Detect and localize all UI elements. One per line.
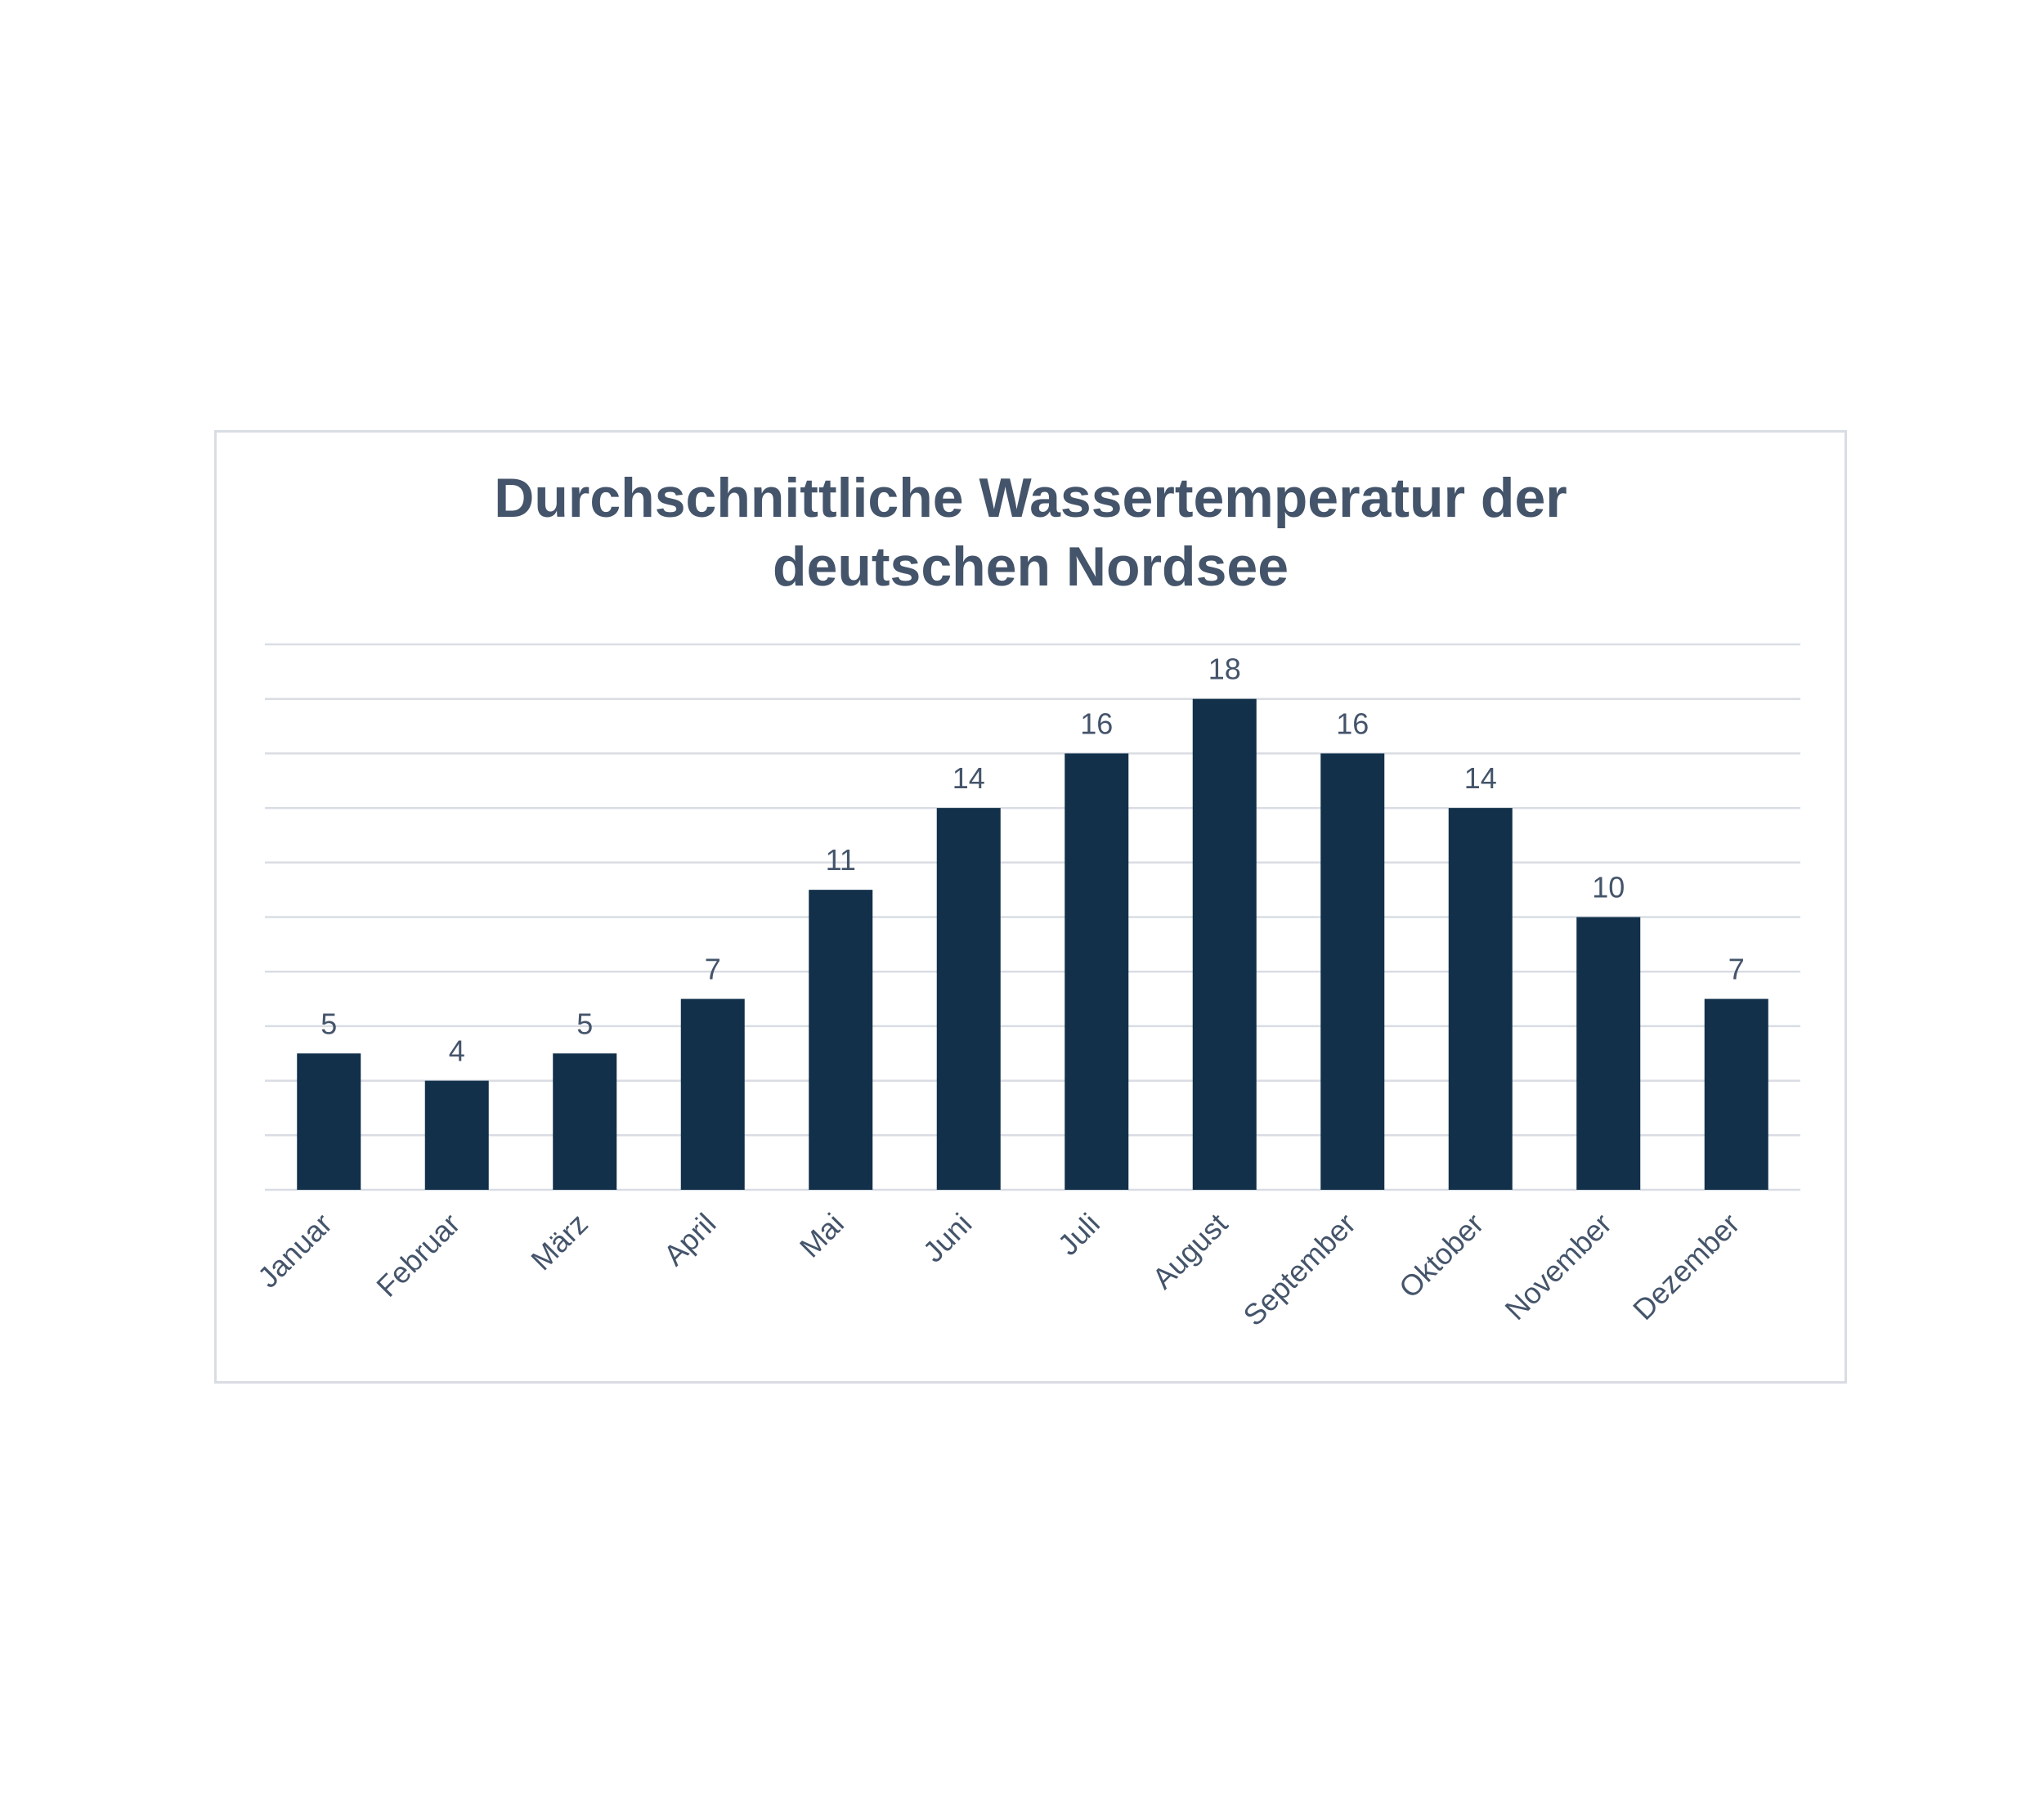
bar xyxy=(424,1080,489,1190)
x-tick-label: Dezember xyxy=(1626,1207,1746,1326)
bar-chart: 5 4 5 7 11 14 16 18 16 14 10 7 Januar Februar März Apr… xyxy=(251,643,1800,1333)
x-tick-label: Oktober xyxy=(1392,1207,1490,1305)
data-label: 16 xyxy=(1336,707,1369,740)
gridlines xyxy=(265,643,1800,1191)
data-label: 7 xyxy=(705,953,721,986)
data-label: 4 xyxy=(449,1034,465,1068)
x-tick-label: Juni xyxy=(917,1207,979,1269)
data-label: 14 xyxy=(1464,761,1497,795)
x-tick-label: April xyxy=(657,1207,722,1272)
x-tick-label: März xyxy=(524,1207,594,1277)
bar xyxy=(1576,917,1641,1190)
chart-frame: Durchschnittliche Wassertemperatur der d… xyxy=(214,430,1847,1384)
bar xyxy=(680,998,745,1190)
chart-title-line-1: Durchschnittliche Wassertemperatur der xyxy=(494,467,1567,529)
bar xyxy=(1192,698,1257,1190)
x-tick-label: September xyxy=(1236,1207,1362,1333)
bar xyxy=(809,890,873,1190)
bar xyxy=(297,1053,361,1190)
data-labels: 5 4 5 7 11 14 16 18 16 14 10 7 xyxy=(320,653,1745,1068)
bar xyxy=(1448,808,1513,1190)
chart-title-line-2: deutschen Nordsee xyxy=(772,536,1289,598)
bars xyxy=(297,698,1768,1190)
bar xyxy=(553,1053,617,1190)
bar xyxy=(936,808,1001,1190)
x-tick-label: Februar xyxy=(370,1207,466,1303)
x-tick-label: Juli xyxy=(1051,1207,1106,1262)
bar xyxy=(1320,753,1385,1190)
bar xyxy=(1704,998,1768,1190)
x-tick-label: Januar xyxy=(251,1207,338,1294)
data-label: 5 xyxy=(320,1007,337,1040)
data-label: 5 xyxy=(576,1007,593,1040)
data-label: 18 xyxy=(1208,653,1241,686)
data-label: 16 xyxy=(1080,707,1113,740)
x-tick-label: Mai xyxy=(793,1207,850,1264)
x-axis-tick-labels: Januar Februar März April Mai Juni Juli August S… xyxy=(251,1207,1746,1333)
data-label: 14 xyxy=(953,761,985,795)
bar xyxy=(1065,753,1129,1190)
chart-title: Durchschnittliche Wassertemperatur der d… xyxy=(217,464,1845,601)
data-label: 11 xyxy=(826,843,856,877)
x-tick-label: November xyxy=(1498,1207,1617,1326)
data-label: 10 xyxy=(1592,871,1625,904)
x-tick-label: August xyxy=(1145,1207,1234,1295)
data-label: 7 xyxy=(1728,953,1745,986)
